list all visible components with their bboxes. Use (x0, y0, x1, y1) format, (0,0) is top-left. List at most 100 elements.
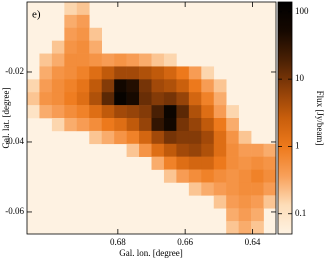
heatmap-cell (238, 182, 252, 196)
heatmap-cells (27, 2, 277, 235)
heatmap-cell (114, 105, 127, 119)
heatmap-cell (213, 79, 227, 93)
heatmap-cell (201, 118, 215, 132)
colorbar-label: Flux [Jy/beam] (315, 91, 325, 146)
x-tick-label: 0.68 (110, 237, 126, 247)
heatmap-cell (151, 92, 165, 106)
heatmap-cell (188, 143, 202, 157)
heatmap-cell (251, 208, 264, 222)
heatmap-cell (201, 169, 215, 183)
heatmap-cell (89, 53, 102, 67)
heatmap-cell (151, 118, 165, 132)
heatmap-cell (64, 79, 78, 93)
heatmap-cell (101, 79, 115, 93)
heatmap-cell (188, 79, 202, 93)
heatmap-cell (188, 66, 202, 80)
heatmap-cell (176, 105, 190, 119)
heatmap-cell (188, 130, 202, 145)
heatmap-cell (76, 2, 90, 16)
heatmap-cell (64, 105, 78, 119)
heatmap-cell (151, 53, 165, 67)
x-tick-label: 0.66 (177, 237, 193, 247)
heatmap-cell (213, 92, 227, 106)
heatmap-cell (213, 143, 227, 157)
heatmap-cell (139, 143, 152, 157)
heatmap-cell (101, 66, 115, 80)
heatmap-cell (238, 221, 252, 235)
heatmap-cell (176, 156, 190, 170)
heatmap-cell (39, 92, 53, 106)
heatmap-cell (126, 79, 140, 93)
colorbar (277, 1, 293, 235)
heatmap-cell (64, 66, 78, 80)
heatmap-cell (226, 221, 239, 235)
heatmap-cell (263, 143, 277, 157)
heatmap-cell (188, 105, 202, 119)
heatmap-cell (213, 182, 227, 196)
heatmap-cell (263, 182, 277, 196)
heatmap-cell (188, 92, 202, 106)
heatmap-cell (238, 130, 252, 145)
heatmap-cell (139, 92, 152, 106)
heatmap-cell (201, 156, 215, 170)
heatmap-cell (151, 66, 165, 80)
heatmap-cell (263, 156, 277, 170)
heatmap-cell (126, 105, 140, 119)
heatmap-cell (27, 92, 40, 106)
heatmap-cell (51, 66, 65, 80)
heatmap-cell (226, 130, 239, 145)
heatmap-cell (213, 169, 227, 183)
heatmap-cell (201, 66, 215, 80)
heatmap-cell (114, 118, 127, 132)
heatmap-cell (51, 105, 65, 119)
heatmap-cell (101, 118, 115, 132)
heatmap-cell (226, 156, 239, 170)
heatmap-cell (51, 92, 65, 106)
heatmap-cell (251, 143, 264, 157)
heatmap-cell (139, 53, 152, 67)
heatmap-cell (213, 130, 227, 145)
heatmap-cell (226, 118, 239, 132)
colorbar-tick-label: 1 (295, 141, 300, 151)
heatmap-cell (64, 27, 78, 41)
heatmap-cell (64, 53, 78, 67)
heatmap-cell (263, 195, 277, 209)
colorbar-tick-label: 0.1 (295, 208, 306, 218)
heatmap-cell (163, 156, 177, 170)
x-axis-label: Gal. lon. [degree] (119, 248, 182, 258)
heatmap-cell (126, 53, 140, 67)
heatmap-cell (89, 118, 102, 132)
heatmap-cell (151, 143, 165, 157)
heatmap-cell (101, 53, 115, 67)
heatmap-cell (151, 79, 165, 93)
heatmap-cell (76, 53, 90, 67)
heatmap-cell (176, 169, 190, 183)
heatmap-cell (238, 169, 252, 183)
heatmap-cell (213, 105, 227, 119)
heatmap-cell (126, 66, 140, 80)
heatmap-cell (263, 169, 277, 183)
heatmap-cell (226, 182, 239, 196)
heatmap-cell (139, 130, 152, 145)
heatmap-cell (201, 182, 215, 196)
heatmap-cell (201, 130, 215, 145)
heatmap-cell (176, 66, 190, 80)
heatmap-cell (89, 92, 102, 106)
heatmap-cell (251, 156, 264, 170)
y-tick-label: -0.06 (5, 206, 24, 216)
heatmap-cell (238, 208, 252, 222)
heatmap-cell (76, 66, 90, 80)
colorbar-tick-label: 100 (295, 6, 309, 16)
heatmap-cell (39, 105, 53, 119)
heatmap-cell (64, 14, 78, 29)
heatmap-cell (114, 130, 127, 145)
heatmap-cell (101, 105, 115, 119)
heatmap-cell (89, 27, 102, 41)
heatmap-cell (238, 143, 252, 157)
heatmap-cell (89, 40, 102, 54)
heatmap-cell (139, 118, 152, 132)
heatmap-cell (64, 2, 78, 16)
heatmap-cell (89, 79, 102, 93)
heatmap-cell (251, 169, 264, 183)
